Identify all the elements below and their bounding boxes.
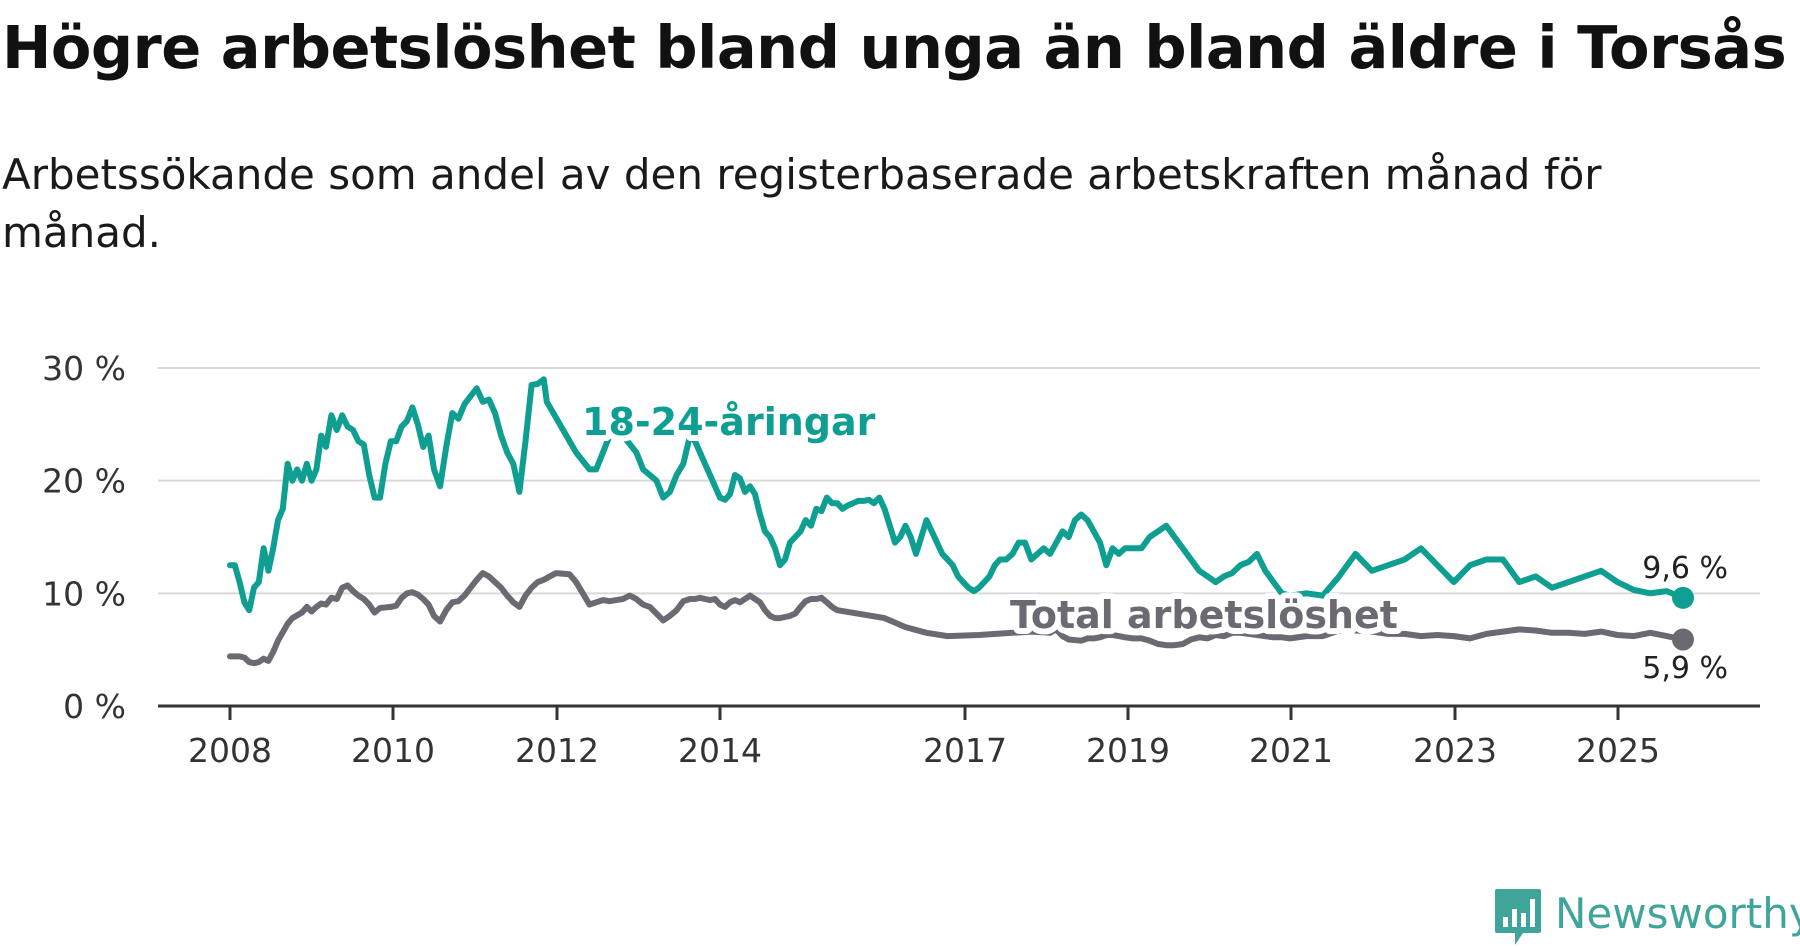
x-tick-label: 2017 [923,731,1007,770]
x-tick-label: 2008 [188,731,272,770]
y-axis-ticks: 0 % 10 % 20 % 30 % [42,349,126,726]
page-title: Högre arbetslöshet bland unga än bland ä… [2,13,1787,82]
series-end-marker-0 [1672,586,1694,609]
brand-name: Newsworthy [1555,889,1800,938]
series-labels: 18-24-åringar Total arbetslöshet 9,6 % 5,9 … [576,394,1732,690]
grid-lines [158,367,1760,708]
x-tick-label: 2023 [1413,731,1497,770]
series-label-young: 18-24-åringar [582,400,876,444]
x-tick-label: 2025 [1576,731,1660,770]
series-line-1 [227,570,1686,667]
page-subtitle: Arbetssökande som andel av den registerb… [2,150,1602,257]
x-tick-label: 2021 [1249,731,1333,770]
end-value-total: 5,9 % [1642,651,1728,686]
end-value-young: 9,6 % [1642,551,1728,586]
x-tick-label: 2010 [351,731,435,770]
x-tick-label: 2014 [678,731,762,770]
x-tick-label: 2019 [1086,731,1170,770]
x-axis-ticks: 2008 2010 2012 2014 2017 2019 2021 2023 2025 [188,706,1660,770]
y-tick-label: 20 % [42,462,126,501]
x-tick-label: 2012 [515,731,599,770]
brand-logo: Newsworthy [1493,885,1800,945]
series-label-total: Total arbetslöshet [1010,593,1398,637]
series-lines [227,376,1694,667]
y-tick-label: 10 % [42,574,126,613]
y-tick-label: 0 % [63,687,126,726]
newsworthy-logo-icon [1495,889,1541,945]
series-line-0 [227,376,1686,614]
series-end-marker-1 [1672,628,1694,651]
y-tick-label: 30 % [42,349,126,388]
